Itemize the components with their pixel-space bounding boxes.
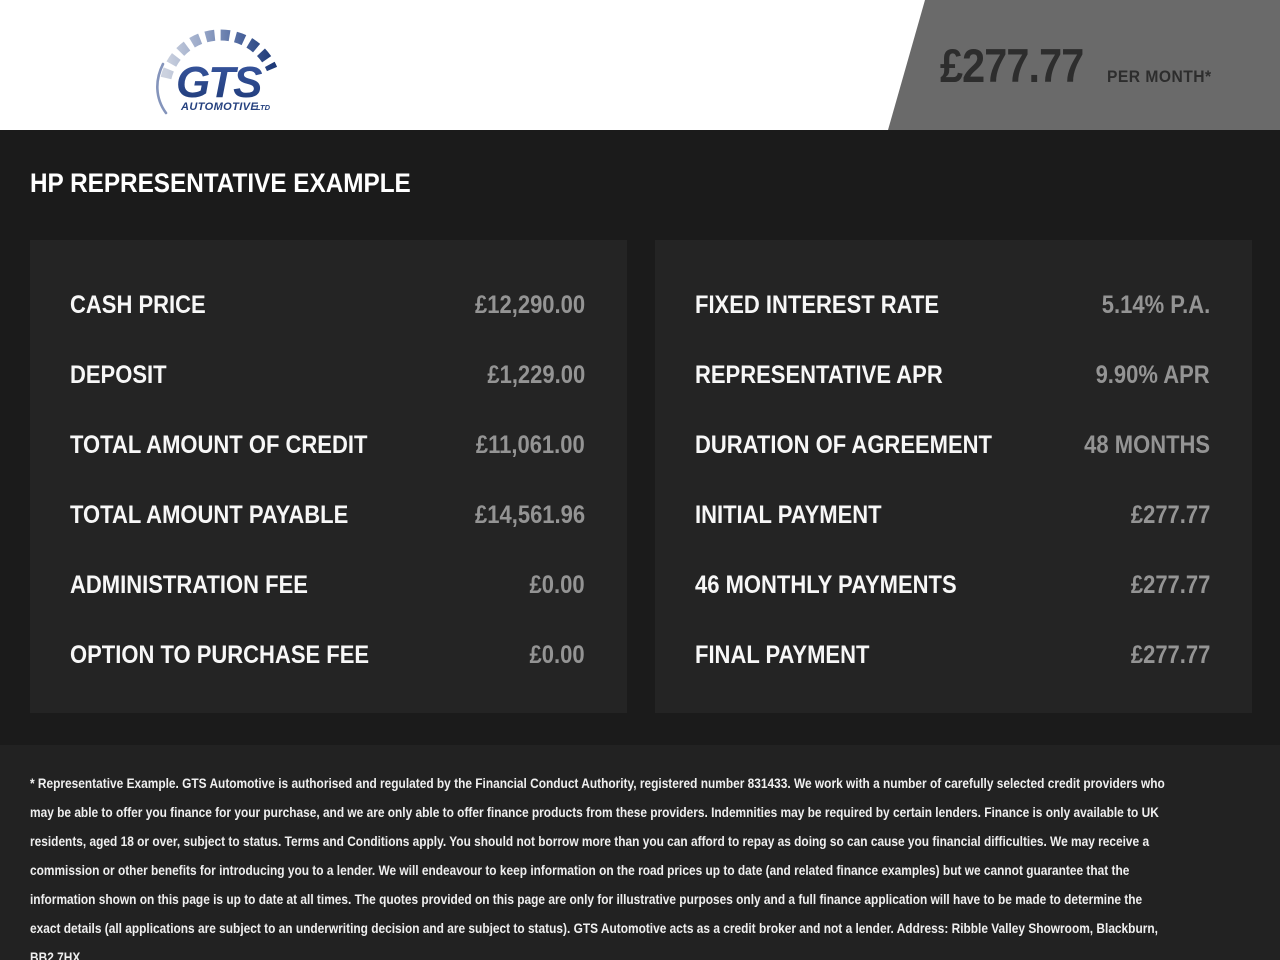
finance-row: FINAL PAYMENT £277.77 <box>695 620 1210 690</box>
finance-row: CASH PRICE £12,290.00 <box>70 270 585 340</box>
finance-value: £11,061.00 <box>476 430 585 459</box>
finance-label: FIXED INTEREST RATE <box>695 290 940 319</box>
finance-label: TOTAL AMOUNT PAYABLE <box>70 500 349 529</box>
finance-value: 5.14% P.A. <box>1101 290 1210 319</box>
finance-panel-right: FIXED INTEREST RATE 5.14% P.A. REPRESENT… <box>655 240 1252 713</box>
finance-value: 48 MONTHS <box>1084 430 1210 459</box>
finance-row: INITIAL PAYMENT £277.77 <box>695 480 1210 550</box>
speedometer-logo-icon: GTS AUTOMOTIVE LTD <box>156 29 278 115</box>
page-title: HP REPRESENTATIVE EXAMPLE <box>30 168 411 198</box>
finance-row: 46 MONTHLY PAYMENTS £277.77 <box>695 550 1210 620</box>
finance-value: £12,290.00 <box>474 290 585 319</box>
finance-value: £1,229.00 <box>487 360 585 389</box>
finance-label: DURATION OF AGREEMENT <box>695 430 992 459</box>
logo-subtitle-text: AUTOMOTIVE <box>180 101 258 113</box>
finance-row: TOTAL AMOUNT PAYABLE £14,561.96 <box>70 480 585 550</box>
finance-panel-left: CASH PRICE £12,290.00 DEPOSIT £1,229.00 … <box>30 240 627 713</box>
finance-row: DURATION OF AGREEMENT 48 MONTHS <box>695 410 1210 480</box>
footer-disclaimer-section: * Representative Example. GTS Automotive… <box>0 745 1280 960</box>
finance-value: £277.77 <box>1130 500 1210 529</box>
monthly-price-banner: £277.77 PER MONTH* <box>888 0 1280 130</box>
logo-subtitle-suffix: LTD <box>256 103 271 112</box>
finance-row: REPRESENTATIVE APR 9.90% APR <box>695 340 1210 410</box>
monthly-price-amount: £277.77 <box>940 38 1084 92</box>
logo-swoosh <box>156 62 168 115</box>
finance-value: £277.77 <box>1130 570 1210 599</box>
finance-row: TOTAL AMOUNT OF CREDIT £11,061.00 <box>70 410 585 480</box>
finance-row: OPTION TO PURCHASE FEE £0.00 <box>70 620 585 690</box>
finance-label: FINAL PAYMENT <box>695 640 870 669</box>
finance-value: £0.00 <box>529 640 585 669</box>
gts-automotive-logo: GTS AUTOMOTIVE LTD <box>156 20 288 116</box>
finance-label: CASH PRICE <box>70 290 206 319</box>
finance-label: 46 MONTHLY PAYMENTS <box>695 570 957 599</box>
header-band: GTS AUTOMOTIVE LTD £277.77 PER MONTH* <box>0 0 1280 130</box>
finance-value: £0.00 <box>529 570 585 599</box>
finance-label: DEPOSIT <box>70 360 167 389</box>
finance-label: OPTION TO PURCHASE FEE <box>70 640 370 669</box>
finance-row: DEPOSIT £1,229.00 <box>70 340 585 410</box>
logo-arc <box>160 29 278 80</box>
monthly-price-period: PER MONTH* <box>1106 66 1212 86</box>
finance-row: ADMINISTRATION FEE £0.00 <box>70 550 585 620</box>
finance-label: REPRESENTATIVE APR <box>695 360 943 389</box>
finance-value: £14,561.96 <box>474 500 585 529</box>
logo-brand-text: GTS <box>176 58 262 107</box>
finance-value: £277.77 <box>1130 640 1210 669</box>
disclaimer-text: * Representative Example. GTS Automotive… <box>30 775 1165 960</box>
finance-value: 9.90% APR <box>1095 360 1210 389</box>
finance-row: FIXED INTEREST RATE 5.14% P.A. <box>695 270 1210 340</box>
finance-label: ADMINISTRATION FEE <box>70 570 308 599</box>
finance-label: INITIAL PAYMENT <box>695 500 882 529</box>
finance-label: TOTAL AMOUNT OF CREDIT <box>70 430 368 459</box>
